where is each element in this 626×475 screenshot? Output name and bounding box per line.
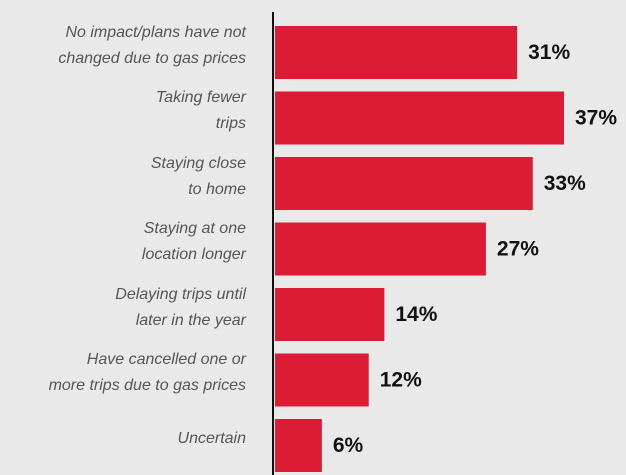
category-label: Have cancelled one or more trips due to … [48,351,246,394]
value-label: 37% [575,107,617,130]
bar [275,91,564,145]
category-label: No impact/plans have not changed due to … [58,23,246,67]
value-label: 6% [333,434,364,457]
bar [275,419,322,472]
bar [275,288,385,341]
bar [275,222,486,276]
category-label: Delaying trips until later in the year [115,285,246,329]
value-label: 27% [497,238,539,261]
value-label: 31% [528,41,570,64]
bar [275,353,369,407]
category-label: Staying close to home [150,154,246,198]
bar [275,26,518,79]
category-label: Uncertain [177,429,246,447]
value-label: 33% [544,172,586,195]
value-label: 14% [395,303,437,326]
value-label: 12% [380,369,422,392]
category-label: Taking fewer trips [155,89,246,132]
category-label: Staying at one location longer [141,220,246,263]
bar [275,157,533,210]
